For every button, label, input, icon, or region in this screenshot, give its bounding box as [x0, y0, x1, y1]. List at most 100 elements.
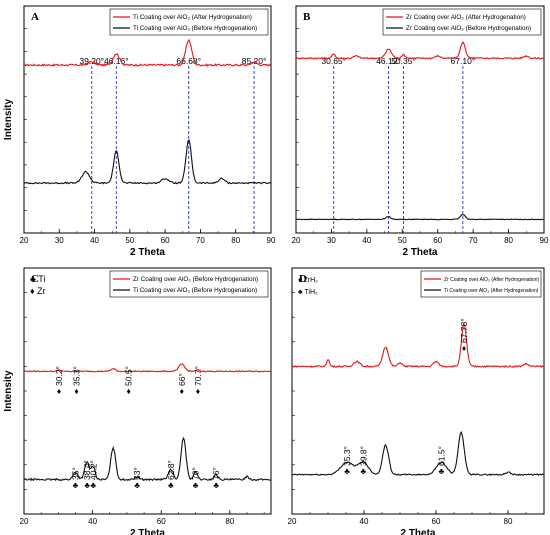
y-axis-title: Intensity	[3, 370, 14, 412]
peak-annotation: ♣53°	[132, 467, 142, 490]
annotation-label: 40.2°	[88, 460, 98, 480]
peak-line-label: 46.16°	[104, 56, 129, 66]
annotation-symbol: ♦	[462, 343, 467, 353]
legend-entry: Ti Coating over AlO₃ (After Hydrogenatio…	[444, 288, 539, 294]
x-tick-label: 20	[20, 517, 29, 526]
annotation-symbol: ♦	[180, 386, 185, 396]
x-tick-label: 20	[292, 236, 301, 245]
peak-line-label: 50.35°	[391, 56, 416, 66]
annotation-label: 35.3°	[342, 446, 352, 466]
x-tick-label: 40	[90, 236, 99, 245]
legend: Zr Coating over AlO₃ (After Hydrogenatio…	[382, 8, 542, 36]
annotation-label: 50.5°	[124, 366, 134, 386]
annotation-symbol: ♣	[213, 480, 219, 490]
annotation-symbol: ♦	[74, 386, 79, 396]
x-tick-label: 80	[225, 517, 234, 526]
annotation-symbol: ♣	[344, 466, 350, 476]
series-line	[295, 214, 545, 221]
x-tick-label: 40	[360, 517, 369, 526]
annotation-symbol: ♦	[126, 386, 131, 396]
annotation-symbol: ♦	[57, 386, 62, 396]
x-tick-label: 20	[20, 236, 29, 245]
annotation-label: 35°	[70, 467, 80, 480]
series-line	[23, 436, 272, 482]
peak-line-label: 30.65°	[321, 56, 346, 66]
annotation-label: 38.4°	[82, 460, 92, 480]
marker-legend-entry: ♦ ZrH₂	[298, 277, 318, 284]
marker-legend-entry: ♦ Zr	[30, 286, 46, 296]
x-tick-label: 70	[469, 236, 478, 245]
annotation-symbol: ♣	[193, 480, 199, 490]
legend-entry: Zr Coating over AlO₃ (After Hydrogenatio…	[406, 14, 526, 21]
annotation-label: 30.2°	[54, 366, 64, 386]
annotation-symbol: ♣	[84, 480, 90, 490]
x-tick-label: 50	[125, 236, 134, 245]
peak-annotation: ♣35°	[70, 467, 80, 490]
x-tick-label: 60	[161, 236, 170, 245]
peak-annotation: ♣62.8°	[166, 460, 176, 490]
peak-annotation: ♦66°	[177, 373, 187, 396]
peak-annotation: ♦70.7°	[193, 366, 203, 396]
x-tick-label: 20	[288, 517, 297, 526]
series-line	[23, 139, 272, 185]
annotation-label: 67.78°	[459, 318, 469, 343]
annotation-label: 35.3°	[71, 366, 81, 386]
annotation-symbol: ♣	[360, 466, 366, 476]
peak-annotation: ♣39.8°	[358, 446, 368, 476]
peak-annotation: ♣76°	[211, 467, 221, 490]
series-line	[295, 41, 545, 60]
series-line	[291, 430, 545, 476]
panel-frame	[291, 267, 545, 515]
x-tick-label: 60	[157, 517, 166, 526]
x-tick-label: 50	[398, 236, 407, 245]
annotation-label: 70°	[191, 467, 201, 480]
annotation-label: 66°	[177, 373, 187, 386]
peak-annotation: ♦67.78°	[459, 318, 469, 353]
annotation-symbol: ♣	[168, 480, 174, 490]
panel-d: D 20 40 60 80 2 Theta Zr Coating over AlO₃ (Af…	[288, 267, 545, 535]
x-axis-title: 2 Theta	[130, 528, 165, 535]
x-axis-title: 2 Theta	[400, 528, 435, 535]
annotation-symbol: ♣	[73, 480, 79, 490]
x-axis-title: 2 Theta	[402, 247, 437, 258]
peak-line-label: 67.10°	[451, 56, 476, 66]
peak-line-label: 46.12°	[376, 56, 401, 66]
legend-box	[420, 270, 542, 298]
legend-entry: Ti Coating over AlO₃ (After Hydrogenatio…	[133, 14, 252, 21]
marker-legend-entry: ♣ Ti	[30, 274, 45, 284]
peak-line-label: 66.68°	[176, 56, 201, 66]
annotation-symbol: ♣	[91, 480, 97, 490]
annotation-label: 62.8°	[166, 460, 176, 480]
legend-entry: Ti Coating over AlO₃ (Before Hydrogenati…	[133, 287, 257, 294]
x-tick-label: 30	[327, 236, 336, 245]
panel-letter: D	[299, 273, 307, 285]
legend: Zr Coating over AlO₃ (Before Hydrogenati…	[109, 270, 269, 298]
annotation-symbol: ♣	[134, 480, 140, 490]
legend-entry: Ti Coating over AlO₃ (Before Hydrogenati…	[133, 25, 257, 32]
legend-entry: Zr Coating over AlO₃ (Before Hydrogenati…	[406, 25, 531, 32]
annotation-label: 53°	[132, 467, 142, 480]
peak-line-label: 39.20°	[79, 56, 104, 66]
annotation-symbol: ♦	[196, 386, 201, 396]
marker-legend-entry: ♣ TiH₂	[298, 289, 318, 296]
y-axis-title: Intensity	[3, 99, 14, 141]
annotation-label: 39.8°	[358, 446, 368, 466]
panel-letter: B	[303, 11, 311, 23]
peak-annotation: ♣61.5°	[436, 446, 446, 476]
legend-entry: Zr Coating over AlO₃ (After Hydrogenatio…	[444, 277, 539, 283]
x-tick-label: 30	[55, 236, 64, 245]
legend: Zr Coating over AlO₃ (After Hydrogenatio…	[420, 270, 542, 298]
x-tick-label: 40	[88, 517, 97, 526]
x-tick-label: 70	[196, 236, 205, 245]
annotation-label: 76°	[211, 467, 221, 480]
x-tick-label: 60	[433, 236, 442, 245]
peak-annotation: ♦50.5°	[124, 366, 134, 396]
legend: Ti Coating over AlO₃ (After Hydrogenatio…	[109, 8, 269, 36]
x-tick-label: 80	[504, 236, 513, 245]
peak-line-label: 85.20°	[242, 56, 267, 66]
panel-a: A 20 30 40 50 60 70 80 90 2 Theta Intensity 39.20° 4…	[3, 5, 276, 258]
peak-annotation: ♣70°	[191, 467, 201, 490]
x-axis-title: 2 Theta	[130, 247, 165, 258]
peak-annotation: ♣40.2°	[88, 460, 98, 490]
